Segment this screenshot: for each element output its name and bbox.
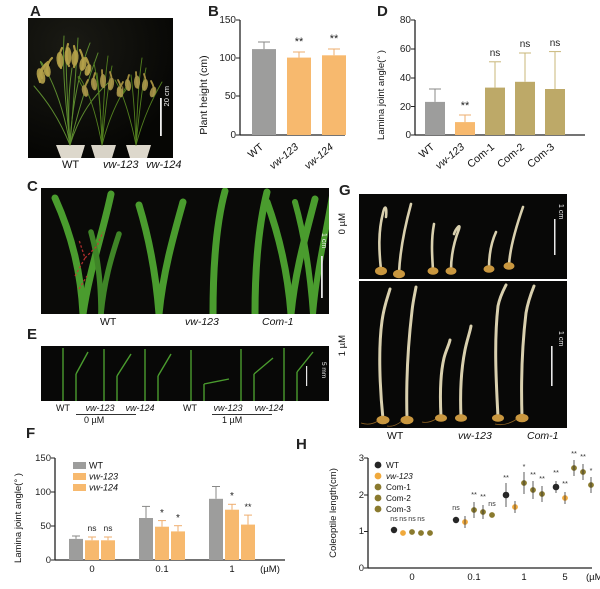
svg-text:**: **	[471, 490, 477, 499]
svg-text:Coleoptile length(cm): Coleoptile length(cm)	[328, 468, 339, 558]
svg-text:1: 1	[521, 572, 526, 583]
svg-text:60: 60	[400, 44, 412, 55]
svg-text:Lamina joint angle(° ): Lamina joint angle(° )	[376, 50, 387, 140]
svg-text:Plant height (cm): Plant height (cm)	[198, 55, 210, 134]
svg-text:vw-124: vw-124	[302, 141, 336, 172]
svg-text:(µM): (µM)	[260, 564, 280, 575]
svg-text:0.1: 0.1	[467, 572, 480, 583]
svg-text:*: *	[590, 466, 593, 475]
svg-text:vw-123: vw-123	[89, 472, 118, 482]
svg-text:0: 0	[230, 130, 236, 141]
svg-text:150: 150	[35, 453, 51, 464]
svg-text:100: 100	[219, 53, 236, 64]
svg-text:**: **	[295, 36, 304, 48]
svg-text:(µM): (µM)	[586, 572, 600, 583]
svg-text:ns: ns	[390, 516, 398, 523]
svg-text:0: 0	[359, 563, 364, 574]
svg-text:Com-2: Com-2	[386, 493, 411, 503]
svg-text:**: **	[539, 474, 545, 483]
svg-text:**: **	[503, 473, 509, 482]
svg-text:WT: WT	[386, 460, 399, 470]
svg-text:vw-123: vw-123	[386, 471, 413, 481]
svg-text:ns: ns	[490, 48, 501, 59]
svg-text:1: 1	[229, 564, 234, 575]
svg-text:ns: ns	[399, 516, 407, 523]
svg-text:WT: WT	[246, 141, 267, 161]
svg-text:20: 20	[400, 102, 412, 113]
svg-text:ns: ns	[104, 523, 113, 533]
svg-text:0.1: 0.1	[155, 564, 168, 575]
svg-text:WT: WT	[417, 141, 438, 161]
svg-text:0: 0	[409, 572, 414, 583]
svg-text:ns: ns	[520, 39, 531, 50]
svg-text:Com-2: Com-2	[495, 141, 527, 171]
svg-text:vw-124: vw-124	[89, 483, 118, 493]
svg-text:*: *	[160, 508, 164, 519]
svg-text:**: **	[480, 492, 486, 501]
svg-text:**: **	[580, 452, 586, 461]
svg-text:**: **	[244, 502, 252, 512]
svg-text:0: 0	[89, 564, 94, 575]
svg-text:50: 50	[225, 91, 237, 102]
svg-text:5: 5	[562, 572, 567, 583]
svg-text:**: **	[461, 100, 470, 112]
svg-text:50: 50	[40, 521, 51, 532]
svg-text:0: 0	[46, 555, 51, 566]
svg-text:Lamina joint angle(° ): Lamina joint angle(° )	[13, 473, 24, 563]
svg-text:vw-123: vw-123	[267, 141, 301, 172]
svg-text:Com-1: Com-1	[465, 141, 497, 171]
svg-text:150: 150	[219, 15, 236, 26]
svg-text:ns: ns	[452, 505, 460, 512]
svg-text:2: 2	[359, 490, 364, 501]
svg-text:1: 1	[359, 526, 364, 537]
svg-text:80: 80	[400, 15, 412, 26]
svg-text:ns: ns	[488, 501, 496, 508]
svg-text:vw-123: vw-123	[433, 141, 467, 172]
svg-text:**: **	[571, 450, 577, 458]
svg-text:ns: ns	[88, 523, 97, 533]
svg-text:Com-3: Com-3	[386, 504, 411, 514]
svg-text:3: 3	[359, 453, 364, 464]
svg-text:WT: WT	[89, 461, 103, 471]
svg-text:0: 0	[405, 130, 411, 141]
svg-text:ns: ns	[550, 38, 561, 49]
svg-text:**: **	[530, 470, 536, 479]
svg-text:**: **	[553, 468, 559, 477]
svg-text:*: *	[523, 462, 526, 471]
svg-text:40: 40	[400, 73, 412, 84]
svg-text:ns: ns	[417, 516, 425, 523]
svg-text:*: *	[230, 491, 234, 502]
svg-text:*: *	[176, 513, 180, 524]
svg-text:**: **	[562, 479, 568, 488]
svg-text:Com-3: Com-3	[525, 141, 557, 171]
svg-text:ns: ns	[408, 516, 416, 523]
svg-text:**: **	[330, 33, 339, 45]
svg-text:100: 100	[35, 487, 51, 498]
svg-text:Com-1: Com-1	[386, 482, 411, 492]
